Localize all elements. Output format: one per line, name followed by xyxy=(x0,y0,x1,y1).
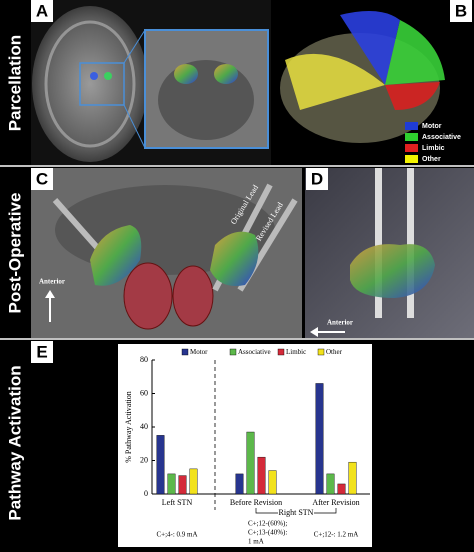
chart: 0 20 40 60 80 % Pathway Activation Motor Associ… xyxy=(124,348,370,546)
bar xyxy=(257,456,266,495)
panel-label-box xyxy=(306,168,328,190)
panel-label: B xyxy=(455,1,467,20)
tract-motor xyxy=(340,11,400,85)
panel-label: C xyxy=(36,169,48,188)
brain-slice-detail xyxy=(44,20,136,148)
arrow-head xyxy=(310,327,318,337)
red-nucleus xyxy=(172,265,214,327)
chart-background xyxy=(118,344,372,547)
bar xyxy=(167,473,176,495)
row-label: Pathway Activation xyxy=(5,365,24,520)
panel-label-box xyxy=(450,0,472,22)
x-tick-label: After Revision xyxy=(312,498,359,507)
tract-other xyxy=(285,53,385,110)
legend-swatch xyxy=(317,348,325,356)
group-bracket xyxy=(255,508,337,514)
annotation: 1 mA xyxy=(248,538,264,546)
bar xyxy=(246,431,255,495)
y-axis-label: % Pathway Activation xyxy=(124,391,133,463)
legend-swatch xyxy=(405,155,418,163)
bar xyxy=(326,473,335,495)
tract-legend: Motor Associative Limbic Other xyxy=(405,122,461,163)
stn-marker xyxy=(90,72,98,80)
panel-label: D xyxy=(311,169,323,188)
panel-label-box xyxy=(31,168,53,190)
legend-label: Motor xyxy=(190,348,208,356)
legend-swatch xyxy=(405,133,418,141)
legend-label: Motor xyxy=(422,123,442,130)
bar xyxy=(235,473,244,495)
zoom-box xyxy=(79,62,125,106)
bar xyxy=(268,470,277,495)
legend-label: Limbic xyxy=(422,145,445,152)
direction-label: Anterior xyxy=(39,278,65,286)
legend-label: Other xyxy=(422,156,441,163)
legend-label: Associative xyxy=(422,134,461,141)
panel-label-box xyxy=(31,0,53,22)
label-column xyxy=(0,0,30,547)
legend-label: Associative xyxy=(238,348,271,356)
legend-label: Limbic xyxy=(286,348,306,356)
zoom-line xyxy=(123,104,146,149)
row-label: Post-Operative xyxy=(5,193,24,314)
tract-limbic xyxy=(385,82,440,110)
legend-swatch xyxy=(229,348,237,356)
bar xyxy=(348,461,357,495)
y-tick-label: 40 xyxy=(140,422,148,431)
inset-tissue xyxy=(158,60,254,140)
annotation: C+;12-(60%); xyxy=(248,520,287,528)
y-tick-label: 20 xyxy=(140,455,148,464)
y-tick-label: 80 xyxy=(140,355,148,364)
x-tick-label: Before Revision xyxy=(230,498,282,507)
annotation: C+;12-: 1.2 mA xyxy=(314,531,359,539)
y-tick-label: 60 xyxy=(140,388,148,397)
group-label: Right STN xyxy=(279,508,314,517)
bar xyxy=(337,483,346,495)
inset-stn xyxy=(174,64,198,84)
legend-swatch xyxy=(405,122,418,130)
bar xyxy=(315,383,324,495)
brain-slice xyxy=(32,6,148,162)
inset-stn xyxy=(214,64,238,84)
legend-swatch xyxy=(181,348,189,356)
bar xyxy=(189,468,198,495)
row-label: Parcellation xyxy=(5,35,24,131)
panel-label: A xyxy=(36,1,48,20)
legend-label: Other xyxy=(326,348,343,356)
red-nucleus xyxy=(123,262,173,330)
panel-label: E xyxy=(36,342,47,361)
stn-right xyxy=(210,231,259,286)
stn-left xyxy=(90,225,142,286)
stn-render xyxy=(350,244,435,298)
x-tick-label: Left STN xyxy=(162,498,193,507)
direction-label: Anterior xyxy=(327,319,353,327)
tract-associative xyxy=(385,20,445,85)
stn-marker xyxy=(104,72,112,80)
annotation: C+;13-(40%): xyxy=(248,529,287,537)
lead xyxy=(407,168,414,318)
annotation: C+;4-: 0.9 mA xyxy=(156,531,197,539)
y-tick-label: 0 xyxy=(144,489,148,498)
legend-swatch xyxy=(405,144,418,152)
lead xyxy=(375,168,382,318)
legend-swatch xyxy=(277,348,285,356)
bar xyxy=(156,435,165,495)
bar xyxy=(178,475,187,495)
zoom-line xyxy=(123,29,146,64)
panel-label-box xyxy=(31,341,53,363)
arrow-head xyxy=(45,290,55,298)
